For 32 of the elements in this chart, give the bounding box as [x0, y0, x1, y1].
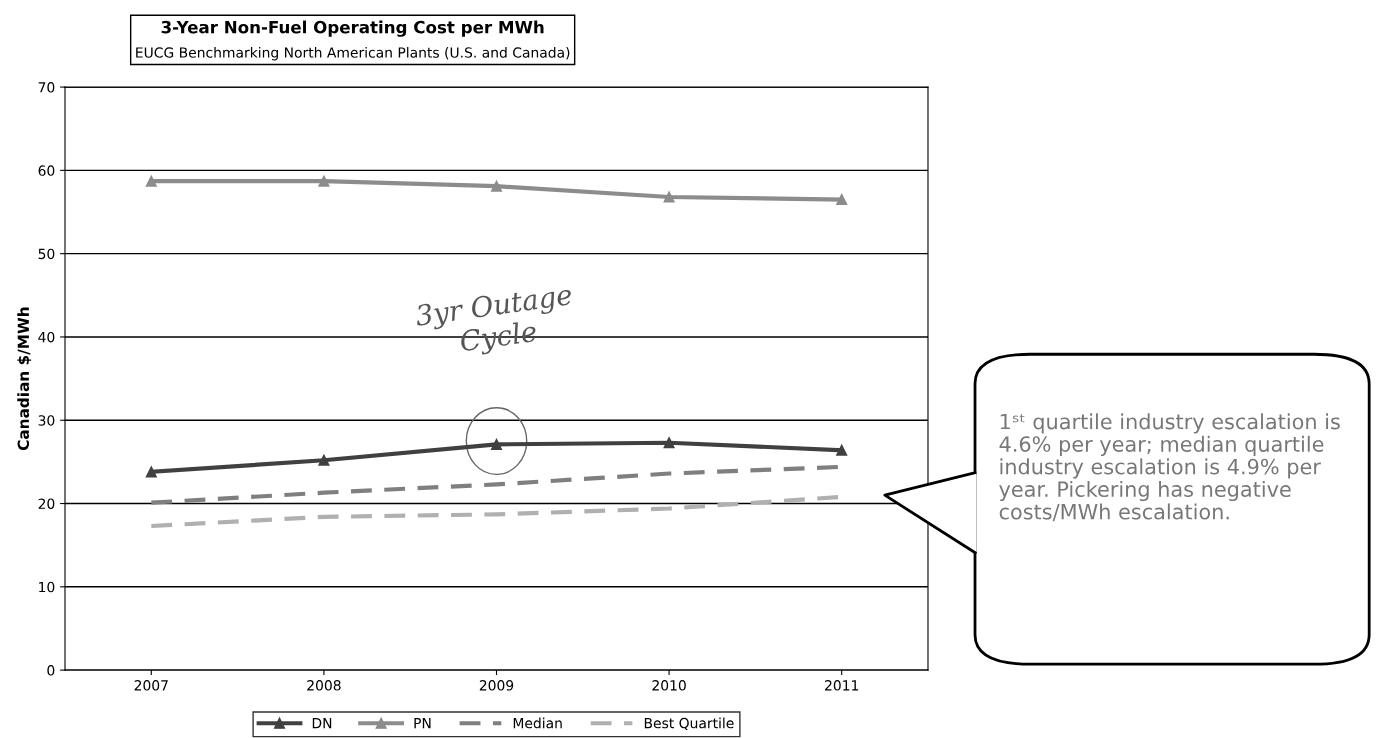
y-tick-label: 0: [47, 665, 55, 676]
point: [836, 193, 848, 206]
x-tick-label: 2011: [825, 680, 859, 691]
point: [318, 175, 330, 187]
annotation: 3yr Outage Cycle: [414, 283, 574, 358]
legend-label: Best Quartile: [644, 717, 734, 730]
point: [663, 437, 675, 449]
y-tick-label: 50: [38, 248, 55, 260]
y-tick-label: 10: [39, 581, 55, 593]
point: [318, 454, 330, 466]
point: [490, 180, 503, 192]
legend-label: PN: [414, 718, 431, 729]
x-tick-label: 2007: [134, 680, 168, 691]
y-tick-label: 20: [38, 498, 55, 509]
legend-label: Median: [513, 717, 562, 729]
y-tick-label: 60: [38, 165, 55, 176]
point: [663, 191, 675, 203]
x-tick-label: 2010: [652, 680, 686, 691]
y-tick-label: 30: [38, 415, 55, 426]
chart-subtitle: EUCG Benchmarking North American Plants (U.S. and Canada): [136, 47, 570, 61]
x-tick-label: 2008: [307, 680, 341, 691]
point: [145, 466, 157, 478]
point: [490, 438, 503, 450]
y-tick-label: 40: [38, 331, 55, 343]
y-tick-label: 70: [38, 82, 55, 93]
text: 1ˢᵗ quartile industry escalation is 4.6% per year; median quartile industry escalation is 4.9% per year. Pickering has negative costs/MWh escalation.: [999, 413, 1340, 522]
y-axis-title: Canadian $/MWh: [17, 307, 32, 451]
x-tick-label: 2009: [479, 680, 514, 691]
legend-label: DN: [312, 718, 332, 729]
point: [836, 444, 848, 456]
chart-title: 3-Year Non-Fuel Operating Cost per MWh: [161, 20, 544, 37]
point: [145, 175, 157, 187]
